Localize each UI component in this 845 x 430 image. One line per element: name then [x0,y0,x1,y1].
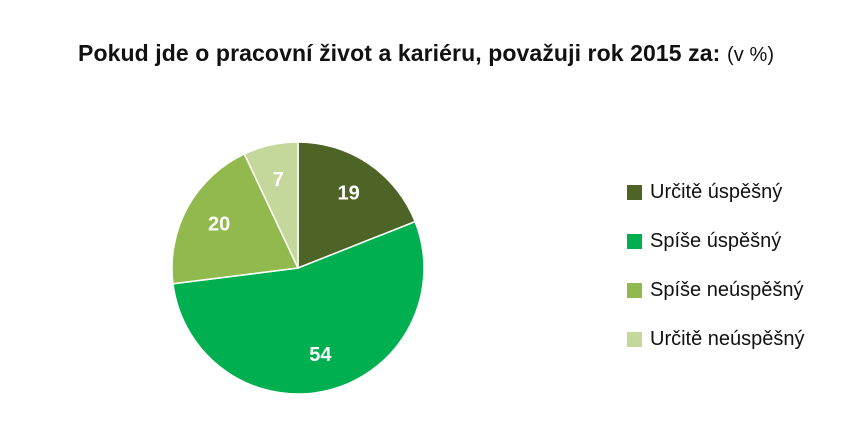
legend-item-urcite-uspesny: Určitě úspěšný [627,180,805,204]
legend-item-spise-neuspesny: Spíše neúspěšný [627,278,805,302]
pie-slice-1 [172,220,425,395]
legend-label: Určitě úspěšný [650,180,783,203]
pie-slice-0 [297,141,417,270]
chart-title-unit: (v %) [726,44,775,66]
chart-title: Pokud jde o pracovní život a kariéru, po… [78,34,778,74]
pie-slice-3 [243,141,299,269]
legend-item-spise-uspesny: Spíše úspěšný [627,229,805,253]
pie-data-label: 7 [273,169,284,191]
legend-label: Určitě neúspěšný [650,327,805,350]
legend-swatch-urcite-uspesny [627,184,642,200]
legend: Určitě úspěšný Spíše úspěšný Spíše neúsp… [627,180,805,376]
legend-swatch-urcite-neuspesny [627,331,642,347]
pie-data-label: 54 [309,344,332,366]
legend-swatch-spise-uspesny [627,233,642,249]
chart-title-main: Pokud jde o pracovní život a kariéru, po… [78,40,721,66]
legend-item-urcite-neuspesny: Určitě neúspěšný [627,327,805,351]
pie-data-label: 20 [208,214,230,236]
pie-data-label: 19 [337,183,359,205]
pie-slice-2 [171,152,300,285]
legend-label: Spíše neúspěšný [650,278,804,301]
legend-label: Spíše úspěšný [650,229,782,252]
pie-labels: 19 54 20 7 [208,169,360,366]
pie-slices [171,141,425,395]
legend-swatch-spise-neuspesny [627,282,642,298]
